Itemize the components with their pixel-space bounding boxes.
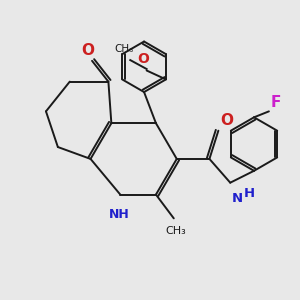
Text: O: O <box>138 52 150 66</box>
Text: CH₃: CH₃ <box>115 44 134 54</box>
Text: NH: NH <box>108 208 129 221</box>
Text: O: O <box>220 113 233 128</box>
Text: O: O <box>81 43 94 58</box>
Text: CH₃: CH₃ <box>165 226 186 236</box>
Text: N: N <box>232 192 243 205</box>
Text: H: H <box>244 187 255 200</box>
Text: F: F <box>270 95 281 110</box>
